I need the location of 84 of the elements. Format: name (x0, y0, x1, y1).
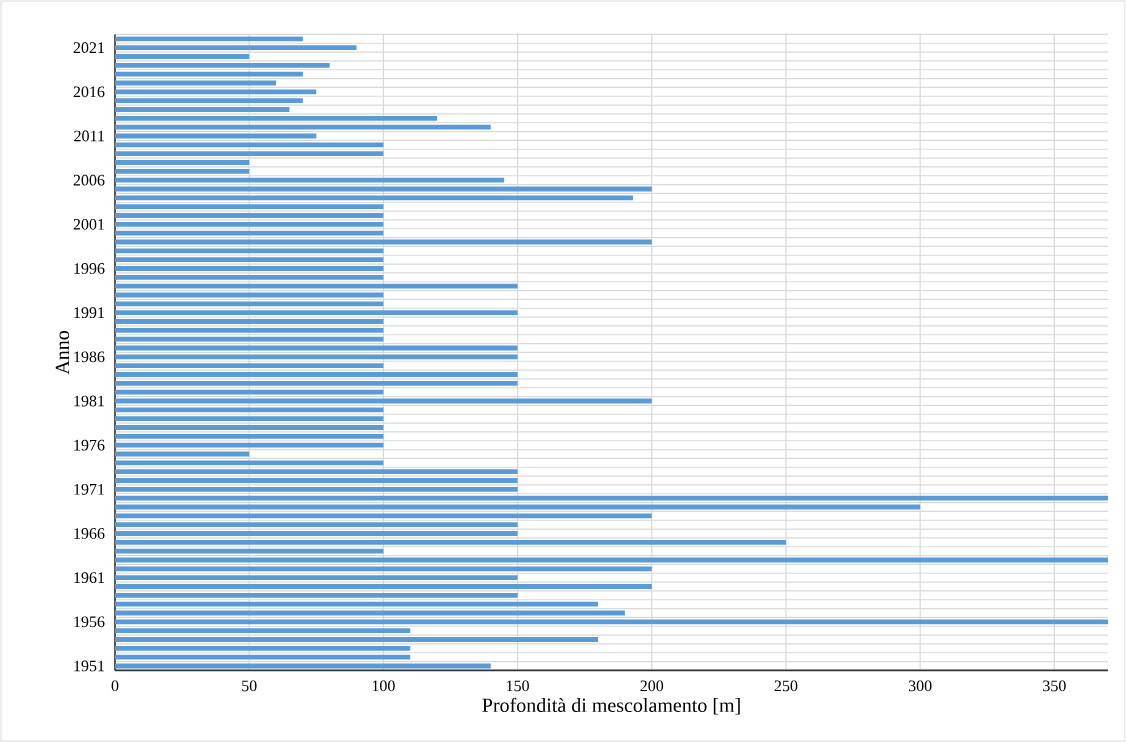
bar (115, 637, 599, 642)
bar (115, 389, 384, 395)
bar (115, 62, 330, 68)
bar (115, 425, 384, 430)
y-tick-label: 1956 (74, 616, 105, 628)
bar (115, 592, 518, 598)
bar (115, 486, 518, 492)
bar (115, 301, 384, 307)
bar (115, 495, 1109, 501)
bar (115, 319, 384, 324)
y-tick-label: 2001 (73, 218, 104, 230)
bar (115, 566, 652, 572)
bar (115, 433, 384, 439)
x-tick-label: 200 (640, 680, 664, 692)
bar (115, 213, 384, 218)
bar (115, 548, 384, 554)
bar (115, 354, 518, 360)
bar (115, 478, 518, 483)
bar (115, 115, 438, 121)
bar (115, 204, 384, 210)
y-tick-label: 1961 (74, 572, 104, 584)
bar (115, 539, 786, 545)
y-tick-label: 1981 (74, 395, 104, 407)
bar (115, 160, 250, 165)
bar (115, 645, 411, 651)
bar (115, 177, 505, 183)
y-tick-label: 1971 (74, 483, 104, 495)
bar (115, 531, 518, 536)
bar (115, 380, 518, 386)
y-tick-label: 1976 (74, 439, 105, 451)
bar (115, 442, 384, 448)
bar (115, 522, 518, 528)
bar (115, 363, 384, 369)
bar (115, 98, 303, 104)
y-tick-label: 2021 (73, 42, 104, 54)
bar (115, 327, 384, 333)
y-tick-label: 2016 (73, 86, 105, 98)
y-tick-label: 1991 (74, 307, 104, 319)
bar (115, 601, 599, 607)
x-tick-label: 250 (774, 680, 798, 692)
y-axis-title: Anno (55, 330, 70, 375)
bar (115, 283, 518, 289)
bar (115, 310, 518, 316)
y-tick-label: 1966 (74, 528, 105, 539)
bar (115, 654, 411, 660)
bar (115, 460, 384, 466)
bar (115, 168, 250, 174)
bar (115, 71, 303, 77)
bar (115, 151, 384, 157)
bar (115, 372, 518, 377)
bar (115, 142, 384, 148)
bar (115, 336, 384, 342)
y-tick-label: 2011 (74, 130, 105, 142)
bar (115, 89, 317, 95)
bar (115, 274, 384, 280)
bar (115, 257, 384, 263)
bar (115, 619, 1109, 625)
bar (115, 575, 518, 581)
bar (115, 124, 491, 130)
x-tick-label: 0 (111, 680, 119, 692)
y-tick-label: 1951 (74, 660, 104, 672)
bar (115, 195, 633, 201)
y-tick-label: 1986 (74, 351, 105, 363)
x-tick-label: 100 (372, 680, 395, 692)
bar (115, 469, 518, 475)
x-axis-title: Profondità di mescolamento [m] (482, 697, 740, 715)
x-tick-label: 300 (908, 680, 932, 692)
bar (115, 584, 652, 589)
bar (115, 416, 384, 422)
bar (115, 628, 411, 634)
y-tick-label: 2006 (73, 174, 105, 186)
bar (115, 221, 384, 227)
bar (115, 513, 652, 519)
bar (115, 107, 290, 112)
x-tick-label: 50 (242, 680, 257, 692)
bar (115, 54, 250, 59)
y-tick-label: 1996 (74, 263, 105, 274)
bar (115, 266, 384, 271)
bar (115, 248, 384, 254)
x-tick-label: 350 (1043, 680, 1066, 692)
bar (115, 407, 384, 413)
bar (115, 45, 357, 51)
bar (115, 230, 384, 236)
x-tick-label: 150 (506, 680, 529, 692)
